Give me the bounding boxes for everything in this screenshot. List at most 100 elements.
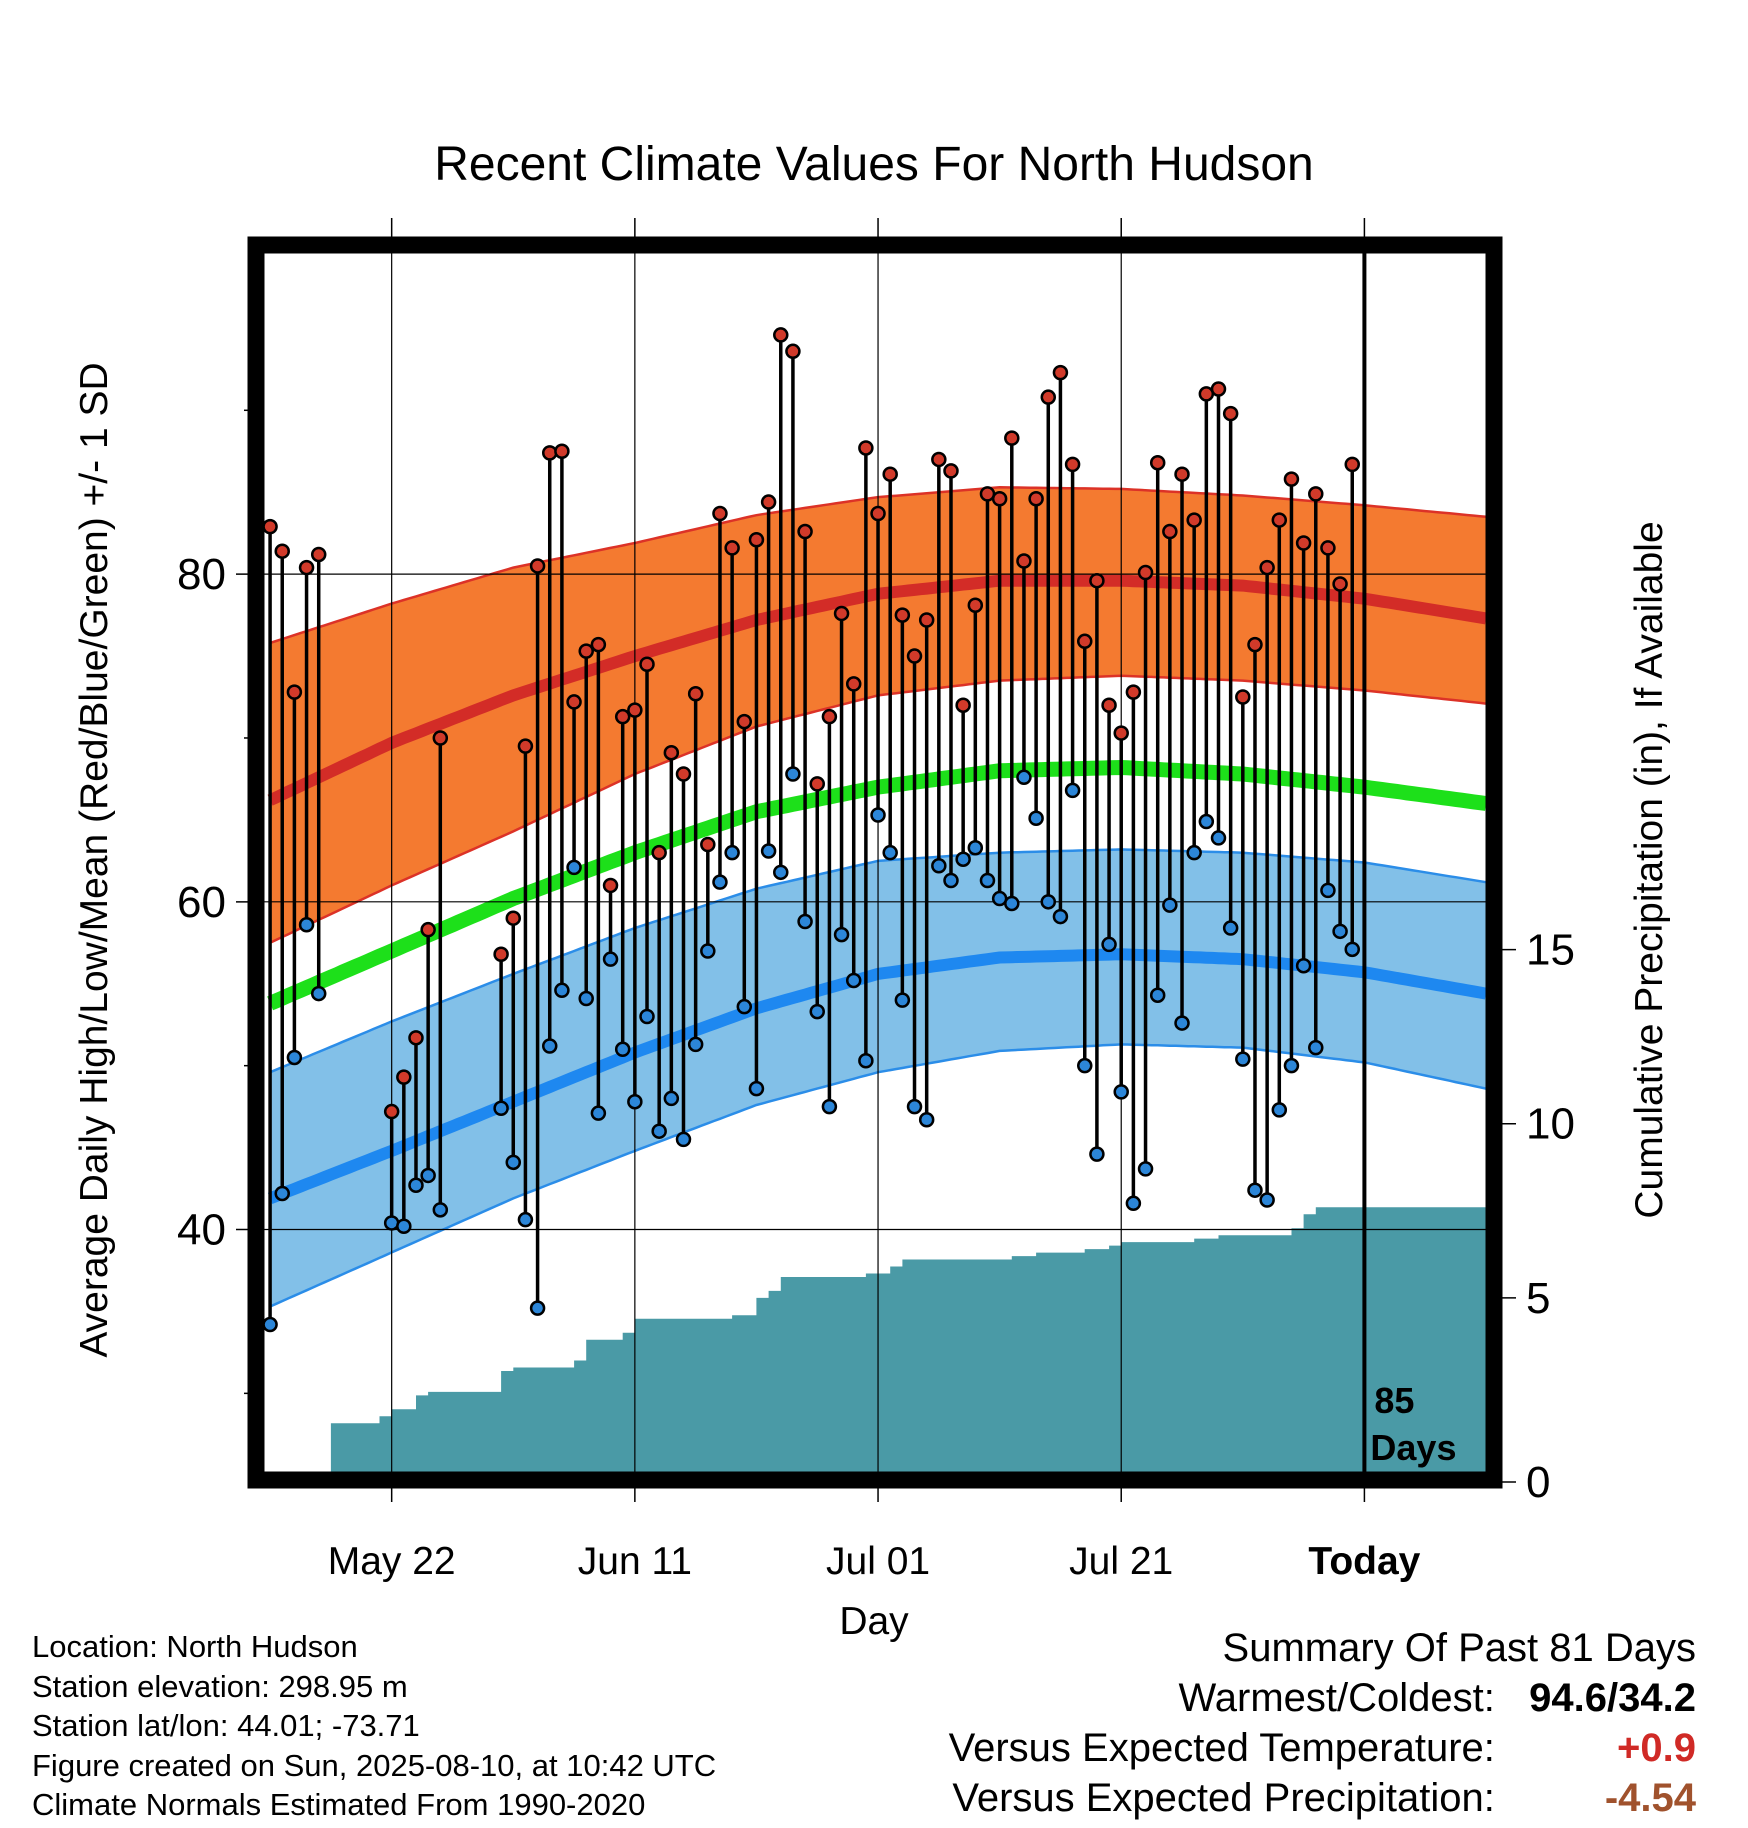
daily-low-point (493, 1100, 509, 1117)
daily-low-point (1162, 897, 1178, 913)
daily-high-point (1016, 553, 1032, 569)
daily-low-point (1210, 830, 1227, 846)
daily-high-point (396, 1069, 412, 1085)
daily-low-point (809, 1003, 825, 1020)
daily-high-point (310, 546, 327, 563)
y-axis-label-right: Cumulative Precipitation (in), If Availa… (1628, 521, 1671, 1218)
daily-high-point (651, 844, 667, 861)
daily-low-point (858, 1053, 874, 1069)
daily-high-point (724, 540, 740, 556)
warm-cold-label: Warmest/Coldest: (1178, 1676, 1495, 1720)
daily-low-point (1064, 782, 1081, 799)
daily-low-point (773, 864, 789, 881)
daily-low-point (1089, 1146, 1105, 1162)
daily-high-point (602, 877, 619, 894)
daily-high-point (1162, 523, 1178, 540)
daily-low-point (712, 874, 728, 890)
daily-high-point (1235, 689, 1251, 705)
warm-cold-row: Warmest/Coldest: 94.6/34.2 (949, 1673, 1697, 1723)
daily-high-point (1344, 456, 1360, 473)
daily-low-point (1186, 844, 1202, 861)
daily-low-point (894, 992, 911, 1008)
daily-low-point (420, 1167, 436, 1184)
daily-high-point (420, 921, 436, 938)
daily-low-point (931, 858, 947, 874)
daily-low-point (614, 1041, 631, 1058)
y-right-tick-label: 5 (1526, 1274, 1550, 1323)
daily-low-point (432, 1202, 449, 1218)
y-right-tick-label: 10 (1526, 1100, 1575, 1149)
daily-low-point (639, 1008, 655, 1025)
daily-high-point (1186, 512, 1202, 528)
daily-high-point (432, 730, 449, 746)
daily-high-point (517, 738, 534, 754)
daily-low-point (298, 917, 315, 933)
daily-low-point (566, 859, 582, 876)
daily-low-point (286, 1049, 303, 1066)
daily-high-point (797, 523, 813, 540)
latlon-text: Station lat/lon: 44.01; -73.71 (32, 1708, 420, 1743)
daily-low-point (1076, 1057, 1093, 1074)
daily-high-point (1076, 633, 1093, 650)
daily-high-point (858, 440, 874, 456)
daily-high-point (1308, 486, 1324, 502)
daily-high-point (1113, 725, 1129, 741)
daily-low-point (1247, 1182, 1263, 1198)
daily-low-point (554, 982, 570, 999)
daily-low-point (687, 1036, 704, 1053)
x-axis-label: Day (839, 1600, 909, 1643)
daily-low-point (918, 1111, 935, 1128)
daily-low-point (785, 766, 801, 782)
y-right-tick-label: 15 (1526, 926, 1575, 975)
x-tick-label: Today (1308, 1540, 1420, 1583)
daily-low-point (1344, 941, 1360, 958)
y-left-tick-label: 80 (177, 550, 226, 599)
daily-high-point (1028, 491, 1044, 507)
daily-high-point (773, 327, 789, 343)
daily-low-point (1283, 1057, 1300, 1074)
y-left-tick-label: 60 (177, 878, 226, 927)
daily-low-point (517, 1211, 534, 1228)
daily-high-point (383, 1103, 400, 1120)
daily-high-point (809, 776, 825, 792)
daily-high-point (286, 684, 303, 700)
daily-high-point (918, 612, 935, 628)
daily-low-point (979, 872, 996, 889)
daily-low-point (1332, 923, 1348, 940)
daily-high-point (1052, 364, 1069, 381)
daily-high-point (967, 597, 984, 614)
daily-high-point (614, 708, 631, 725)
daily-high-point (687, 685, 704, 702)
daily-low-point (1259, 1192, 1275, 1208)
daily-high-point (943, 463, 959, 479)
today-days-count: 85 (1374, 1380, 1414, 1421)
daily-low-point (1028, 810, 1044, 827)
chart-title: Recent Climate Values For North Hudson (434, 138, 1314, 191)
daily-low-point (578, 990, 594, 1007)
daily-high-point (1210, 381, 1227, 397)
daily-high-point (578, 643, 594, 659)
y-right-tick-label: 0 (1526, 1458, 1550, 1507)
daily-low-point (1004, 895, 1020, 912)
daily-low-point (1149, 987, 1166, 1003)
daily-low-point (529, 1300, 546, 1316)
daily-high-point (1320, 540, 1336, 556)
daily-high-point (760, 494, 777, 510)
y-left-tick-label: 40 (177, 1206, 226, 1255)
daily-low-point (408, 1177, 424, 1194)
daily-low-point (505, 1154, 522, 1171)
normals-text: Climate Normals Estimated From 1990-2020 (32, 1787, 646, 1822)
daily-low-point (627, 1093, 643, 1110)
warm-cold-value: 94.6/34.2 (1529, 1676, 1696, 1720)
daily-high-point (663, 744, 680, 761)
daily-high-point (1149, 454, 1166, 471)
daily-high-point (639, 656, 655, 672)
daily-high-point (493, 946, 509, 963)
daily-high-point (675, 766, 692, 782)
daily-high-point (505, 910, 522, 926)
daily-low-point (651, 1123, 667, 1139)
daily-high-point (785, 343, 801, 360)
daily-low-point (590, 1105, 607, 1121)
daily-high-point (821, 708, 838, 725)
